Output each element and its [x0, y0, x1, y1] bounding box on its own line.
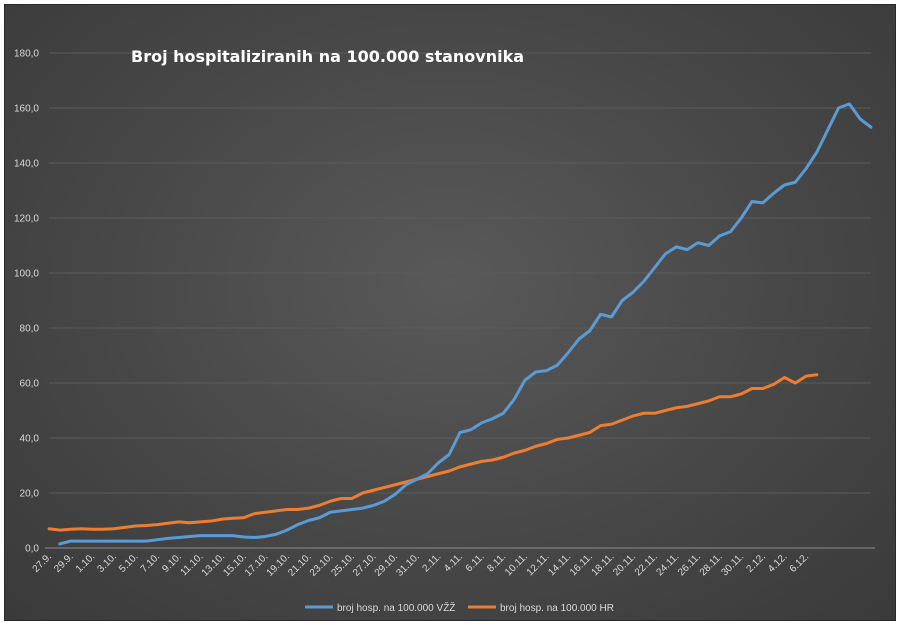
x-tick-label: 30.11. — [719, 551, 746, 578]
legend-label-hr: broj hosp. na 100.000 HR — [500, 603, 614, 614]
x-tick-label: 25.10. — [330, 551, 357, 578]
series-lines — [47, 102, 873, 546]
series-line-vzz — [58, 102, 873, 546]
x-tick-label: 7.10. — [139, 551, 163, 575]
y-tick-label: 180,0 — [14, 49, 39, 60]
x-tick-label: 4.11. — [442, 551, 465, 574]
x-tick-label: 2.12. — [744, 551, 768, 575]
x-tick-label: 18.11. — [590, 551, 617, 578]
x-tick-label: 1.10. — [74, 551, 98, 575]
x-tick-label: 15.10. — [221, 551, 248, 578]
x-tick-label: 11.10. — [179, 551, 206, 578]
gridlines — [49, 52, 871, 494]
x-tick-label: 29.9. — [52, 551, 76, 575]
x-tick-label: 14.11. — [546, 551, 573, 578]
legend-label-vzz: broj hosp. na 100.000 VŽŽ — [337, 601, 455, 614]
y-tick-label: 160,0 — [14, 104, 39, 115]
x-tick-label: 28.11. — [698, 551, 725, 578]
y-tick-label: 120,0 — [14, 214, 39, 225]
x-tick-label: 17.10. — [243, 551, 270, 578]
x-tick-label: 27.9. — [31, 551, 55, 575]
x-tick-label: 27.10. — [351, 551, 378, 578]
y-axis-ticks: 0,0 20,0 40,0 60,0 80,0 100,0 120,0 140,0 160,0 1… — [14, 49, 39, 555]
x-tick-label: 21.10. — [286, 551, 313, 578]
x-tick-label: 4.12. — [766, 551, 790, 575]
x-tick-label: 19.10. — [265, 551, 292, 578]
y-tick-label: 0,0 — [25, 544, 39, 555]
x-tick-label: 31.10. — [394, 551, 421, 578]
x-tick-label: 5.10. — [117, 551, 141, 575]
x-tick-label: 2.11. — [421, 551, 444, 574]
y-tick-label: 40,0 — [20, 434, 40, 445]
x-tick-label: 23.10. — [308, 551, 335, 578]
y-tick-label: 20,0 — [20, 489, 40, 500]
x-tick-label: 22.11. — [633, 551, 660, 578]
x-tick-label: 16.11. — [568, 551, 595, 578]
y-tick-label: 140,0 — [14, 159, 39, 170]
y-tick-label: 60,0 — [20, 379, 40, 390]
legend: broj hosp. na 100.000 VŽŽ broj hosp. na … — [305, 601, 614, 614]
x-axis-ticks: 27.9.29.9.1.10.3.10.5.10.7.10.9.10.11.10… — [31, 551, 812, 578]
x-tick-label: 13.10. — [200, 551, 227, 578]
series-line-hr — [47, 373, 819, 532]
chart-panel: 0,0 20,0 40,0 60,0 80,0 100,0 120,0 140,0 160,0 1… — [4, 4, 896, 621]
line-chart: 0,0 20,0 40,0 60,0 80,0 100,0 120,0 140,0 160,0 1… — [14, 47, 875, 614]
x-tick-label: 20.11. — [611, 551, 638, 578]
x-tick-label: 26.11. — [676, 551, 703, 578]
x-tick-label: 24.11. — [655, 551, 682, 578]
x-tick-label: 10.11. — [503, 551, 530, 578]
x-tick-label: 29.10. — [373, 551, 400, 578]
y-tick-label: 80,0 — [20, 324, 40, 335]
x-tick-label: 6.11. — [464, 551, 487, 574]
x-tick-label: 12.11. — [525, 551, 552, 578]
y-tick-label: 100,0 — [14, 269, 39, 280]
x-tick-label: 6.12. — [788, 551, 812, 575]
chart-title: Broj hospitaliziranih na 100.000 stanovn… — [131, 47, 524, 66]
x-tick-label: 3.10. — [96, 551, 120, 575]
